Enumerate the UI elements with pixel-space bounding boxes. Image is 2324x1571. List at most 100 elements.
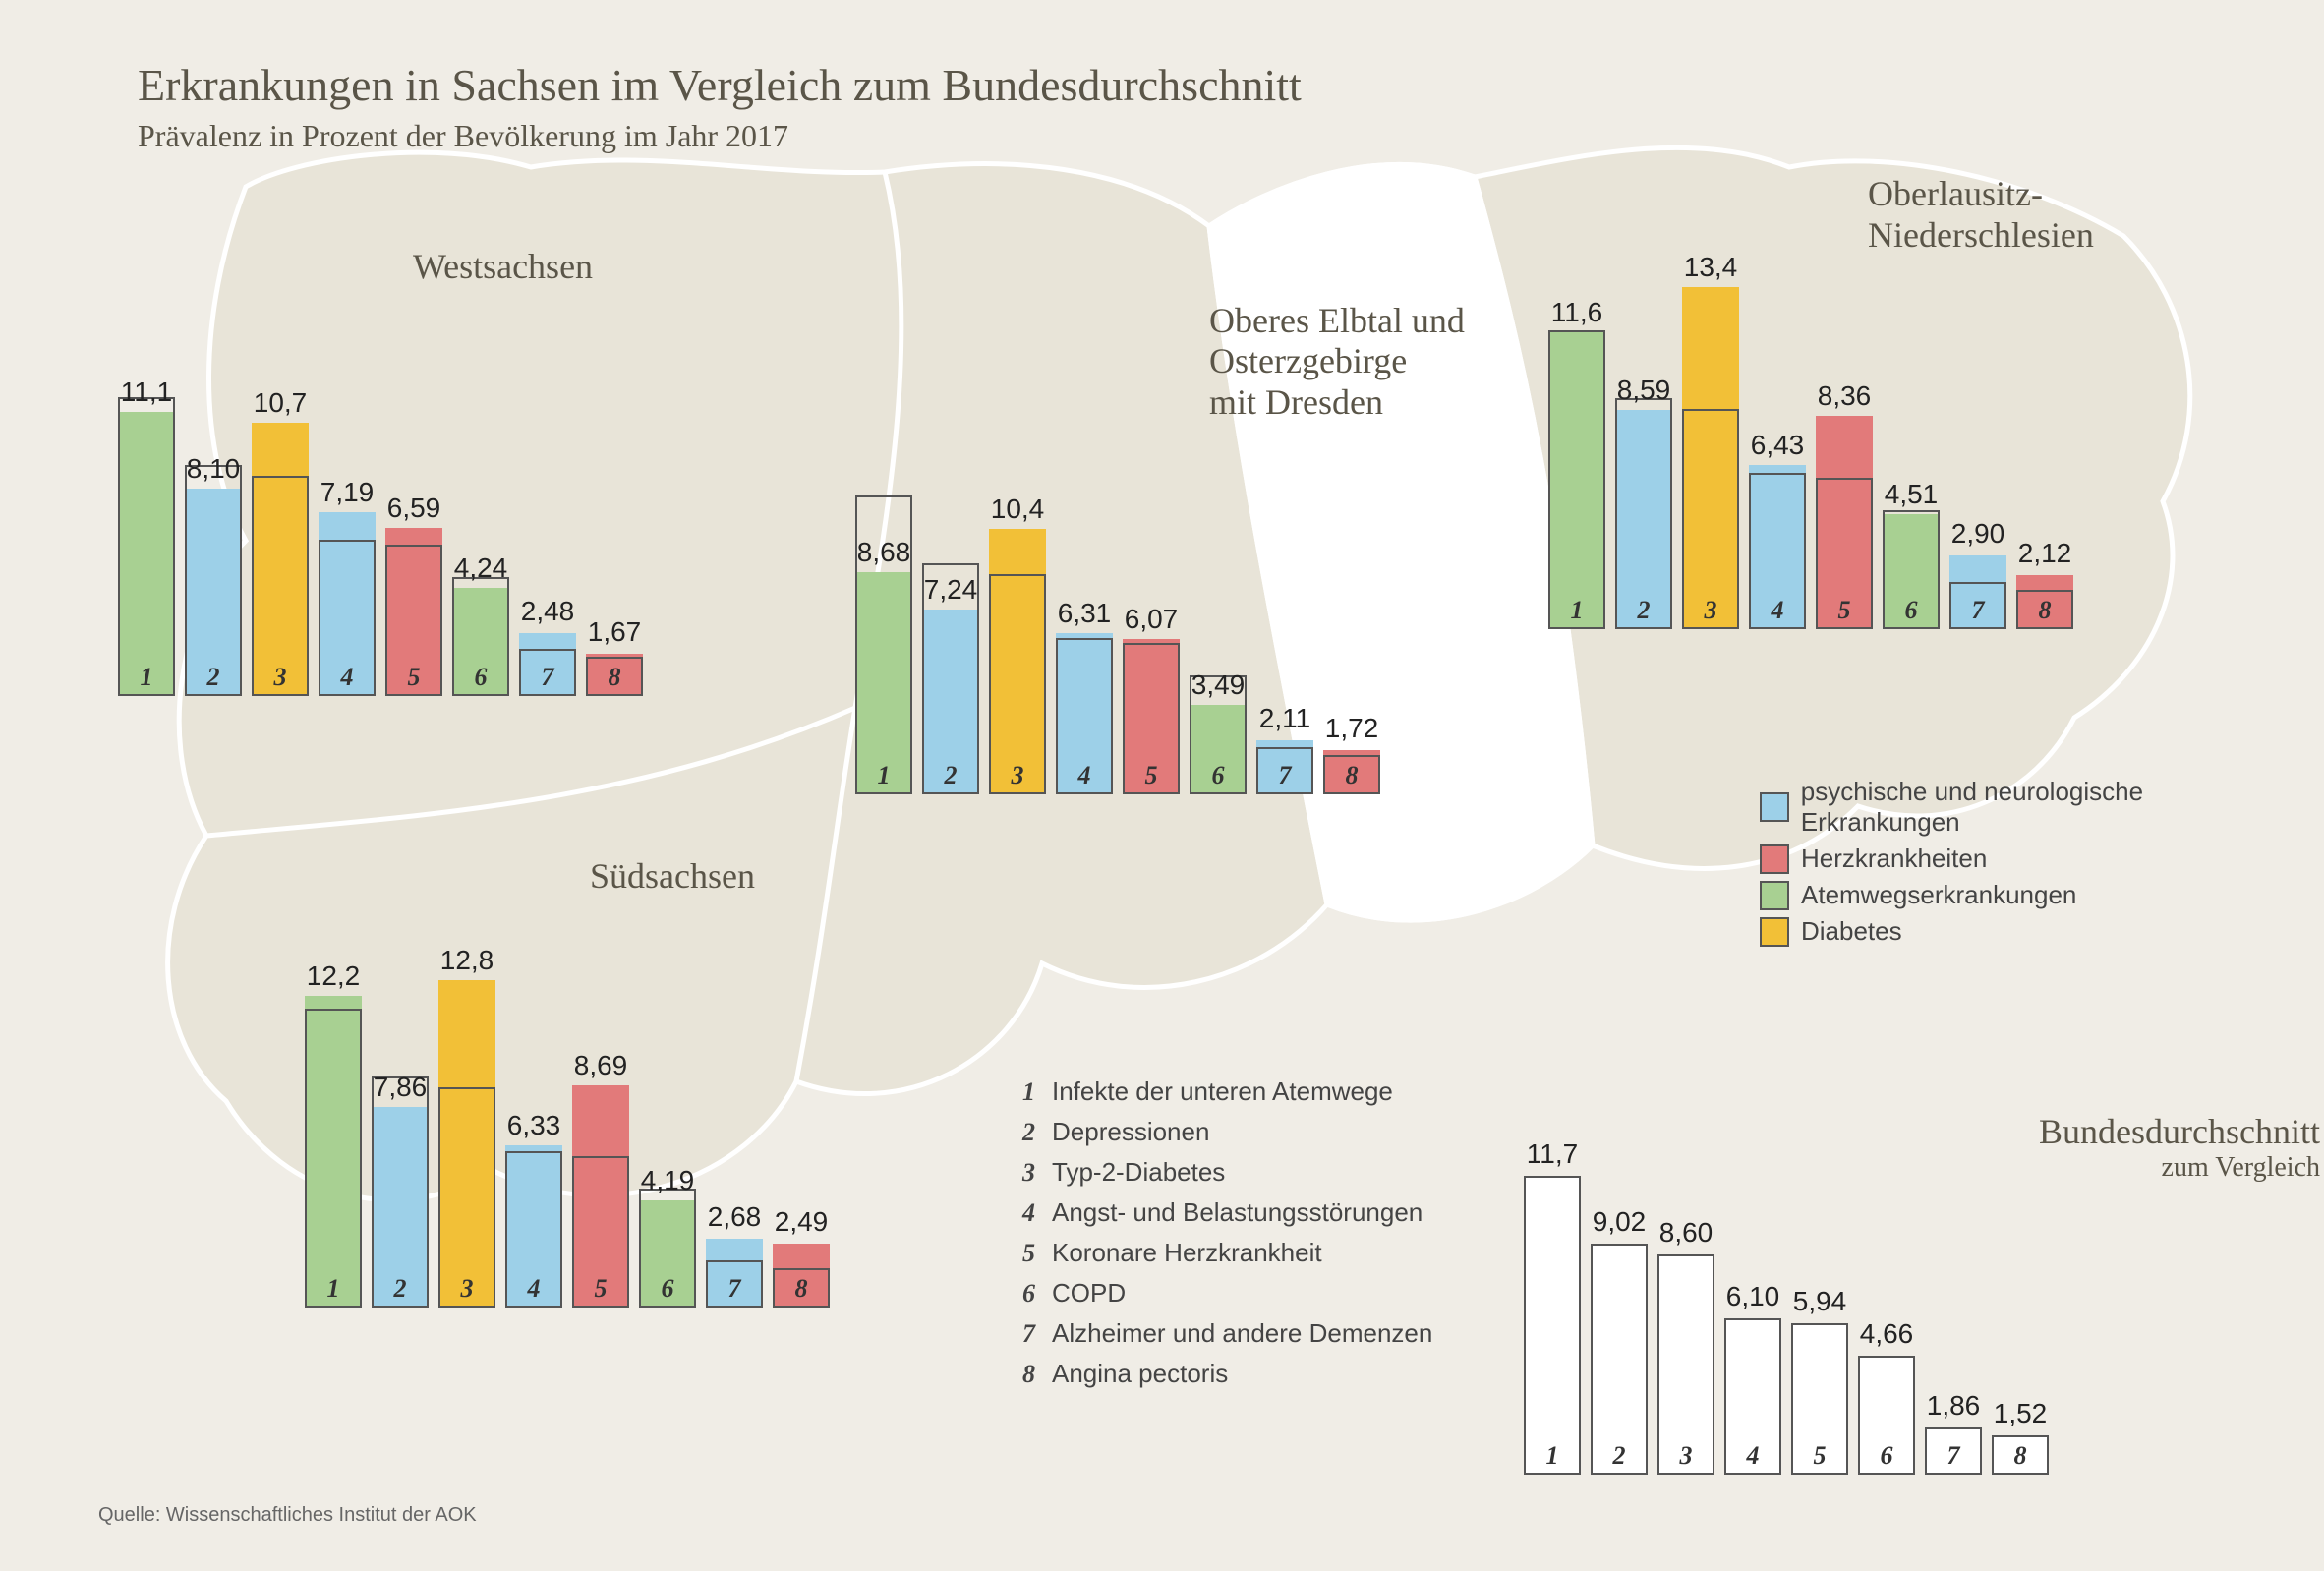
bar-avg-outline bbox=[118, 397, 175, 696]
key-item: 6COPD bbox=[1022, 1278, 1432, 1309]
bar-value-label: 11,6 bbox=[1548, 297, 1605, 328]
bar-index-label: 4 bbox=[1724, 1441, 1781, 1471]
bar-index-label: 4 bbox=[1749, 596, 1806, 625]
bar-value-label: 8,60 bbox=[1657, 1217, 1714, 1249]
bar-value-label: 10,7 bbox=[252, 387, 309, 419]
bar-row: 12,217,86212,836,3348,6954,1962,6872,498 bbox=[305, 914, 830, 1308]
bar: 8,10 2 bbox=[185, 303, 242, 696]
bar-index-label: 1 bbox=[305, 1274, 362, 1304]
bar: 6,075 bbox=[1123, 401, 1180, 794]
bar-value-label: 2,12 bbox=[2016, 538, 2073, 569]
bar: 7,86 2 bbox=[372, 914, 429, 1308]
bar-value-label: 2,90 bbox=[1949, 518, 2006, 550]
legend-item: Herzkrankheiten bbox=[1760, 844, 2304, 874]
key-item: 3Typ-2-Diabetes bbox=[1022, 1157, 1432, 1188]
bar-index-label: 3 bbox=[989, 761, 1046, 790]
bar: 10,43 bbox=[989, 401, 1046, 794]
bar-value-label: 8,10 bbox=[185, 453, 242, 485]
bar-index-label: 6 bbox=[452, 663, 509, 692]
bar: 2,128 bbox=[2016, 236, 2073, 629]
bar-index-label: 5 bbox=[1816, 596, 1873, 625]
bar: 6,10 4 bbox=[1724, 1081, 1781, 1475]
bar-index-label: 7 bbox=[519, 663, 576, 692]
bar-value-label: 6,33 bbox=[505, 1110, 562, 1141]
key-label: Angina pectoris bbox=[1052, 1359, 1228, 1388]
bar: 11,61 bbox=[1548, 236, 1605, 629]
bar-index-label: 2 bbox=[1615, 596, 1672, 625]
bar-value-label: 7,86 bbox=[372, 1072, 429, 1103]
bar: 8,695 bbox=[572, 914, 629, 1308]
bar-value-label: 4,51 bbox=[1883, 479, 1940, 510]
bar-index-label: 8 bbox=[773, 1274, 830, 1304]
key-label: COPD bbox=[1052, 1278, 1126, 1308]
bar-index-label: 6 bbox=[639, 1274, 696, 1304]
bar: 6,434 bbox=[1749, 236, 1806, 629]
bar-index-label: 4 bbox=[1056, 761, 1113, 790]
bar: 4,666 bbox=[1858, 1081, 1915, 1475]
bar: 8,68 1 bbox=[855, 401, 912, 794]
bar-value-label: 1,86 bbox=[1925, 1390, 1982, 1422]
bar: 4,51 6 bbox=[1883, 236, 1940, 629]
bar-index-label: 3 bbox=[1657, 1441, 1714, 1471]
bar: 7,242 bbox=[922, 401, 979, 794]
key-number: 2 bbox=[1022, 1118, 1052, 1147]
legend-swatch bbox=[1760, 844, 1789, 874]
bar: 4,19 6 bbox=[639, 914, 696, 1308]
bar: 8,365 bbox=[1816, 236, 1873, 629]
bar-value-label: 3,49 bbox=[1190, 669, 1247, 701]
bar-index-label: 2 bbox=[1591, 1441, 1648, 1471]
bar-index-label: 4 bbox=[505, 1274, 562, 1304]
bar-avg-outline bbox=[185, 465, 242, 696]
bar-index-label: 8 bbox=[1323, 761, 1380, 790]
bar-row: 11,719,0228,6036,1045,9454,6661,8671,528 bbox=[1524, 1081, 2049, 1475]
bar: 13,43 bbox=[1682, 236, 1739, 629]
bar-index-label: 6 bbox=[1190, 761, 1247, 790]
bar-value-label: 4,19 bbox=[639, 1165, 696, 1196]
bar: 2,498 bbox=[773, 914, 830, 1308]
bar: 12,21 bbox=[305, 914, 362, 1308]
legend-swatch bbox=[1760, 792, 1789, 822]
bar-value-label: 13,4 bbox=[1682, 252, 1739, 283]
bar-index-label: 1 bbox=[855, 761, 912, 790]
bar-index-label: 3 bbox=[1682, 596, 1739, 625]
bar-index-label: 1 bbox=[118, 663, 175, 692]
key-number: 3 bbox=[1022, 1158, 1052, 1188]
bar-index-label: 2 bbox=[372, 1274, 429, 1304]
bar-index-label: 7 bbox=[1256, 761, 1313, 790]
key-item: 4Angst- und Belastungsstörungen bbox=[1022, 1197, 1432, 1228]
bar: 2,907 bbox=[1949, 236, 2006, 629]
legend-item: Atemwegserkrankungen bbox=[1760, 880, 2304, 910]
bar-avg-outline bbox=[372, 1076, 429, 1308]
bar: 9,022 bbox=[1591, 1081, 1648, 1475]
legend-item: Diabetes bbox=[1760, 916, 2304, 947]
bar-value-label: 2,11 bbox=[1256, 703, 1313, 734]
bar-value-label: 10,4 bbox=[989, 494, 1046, 525]
avg-bar bbox=[1524, 1176, 1581, 1475]
bar-row: 8,6817,24210,436,3146,0753,4962,1171,728 bbox=[855, 401, 1380, 794]
bar: 1,728 bbox=[1323, 401, 1380, 794]
bar: 2,68 7 bbox=[706, 914, 763, 1308]
bar-value-label: 2,68 bbox=[706, 1201, 763, 1233]
key-label: Depressionen bbox=[1052, 1117, 1209, 1146]
key-number: 4 bbox=[1022, 1198, 1052, 1228]
key-item: 2Depressionen bbox=[1022, 1117, 1432, 1147]
key-label: Typ-2-Diabetes bbox=[1052, 1157, 1225, 1187]
key-label: Infekte der unteren Atemwege bbox=[1052, 1076, 1393, 1106]
bar-index-label: 7 bbox=[706, 1274, 763, 1304]
bar-value-label: 6,10 bbox=[1724, 1281, 1781, 1312]
bar-index-label: 2 bbox=[185, 663, 242, 692]
bar-index-label: 6 bbox=[1883, 596, 1940, 625]
bar-value-label: 6,31 bbox=[1056, 598, 1113, 629]
bar: 1,528 bbox=[1992, 1081, 2049, 1475]
bar-value-label: 8,68 bbox=[855, 537, 912, 568]
legend-label: Herzkrankheiten bbox=[1801, 844, 1987, 874]
legend-swatch bbox=[1760, 917, 1789, 947]
bar-value-label: 4,24 bbox=[452, 553, 509, 584]
bar: 11,11 bbox=[118, 303, 175, 696]
bar: 4,24 6 bbox=[452, 303, 509, 696]
bar-index-label: 5 bbox=[1791, 1441, 1848, 1471]
bar-value-label: 7,19 bbox=[319, 477, 376, 508]
key-number: 5 bbox=[1022, 1239, 1052, 1268]
category-key-list: 1Infekte der unteren Atemwege2Depression… bbox=[1022, 1076, 1432, 1399]
bar-value-label: 6,07 bbox=[1123, 604, 1180, 635]
